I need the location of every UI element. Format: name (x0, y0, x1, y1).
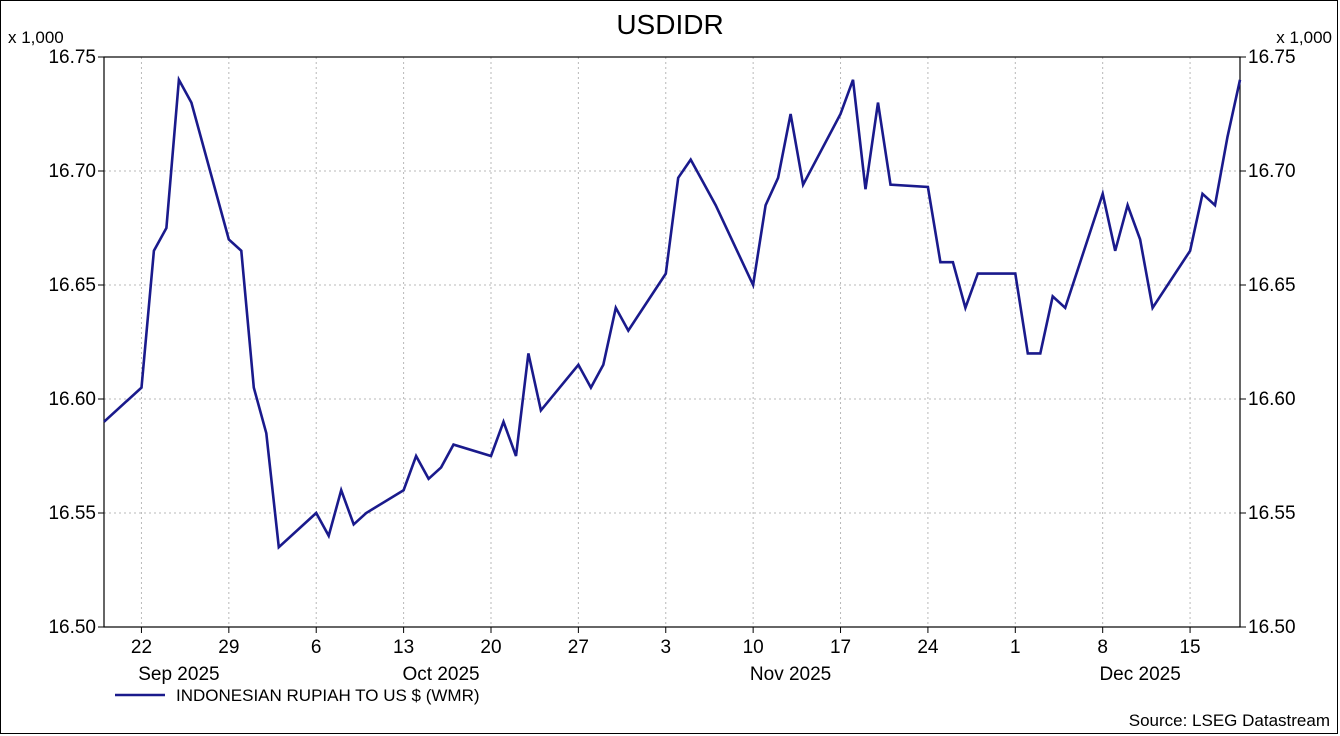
x-tick-label: 13 (393, 637, 414, 658)
plot-area-border (103, 56, 1241, 628)
y-tick-label-left: 16.75 (48, 47, 96, 68)
x-tick-labels: 22 29 6 13 20 27 3 10 17 24 1 8 15 (131, 637, 1201, 658)
x-tick-label: 20 (480, 637, 501, 658)
chart-title: USDIDR (616, 9, 723, 40)
x-tick-label: 17 (830, 637, 851, 658)
axes (98, 56, 1246, 633)
x-tick-label: 1 (1010, 637, 1021, 658)
y-tick-label-right: 16.75 (1248, 47, 1296, 68)
series-line-usdidr (103, 75, 1242, 550)
legend: INDONESIAN RUPIAH TO US $ (WMR) (115, 686, 480, 705)
y-tick-label-left: 16.60 (48, 389, 96, 410)
x-tick-label: 6 (311, 637, 322, 658)
month-label: Dec 2025 (1099, 664, 1180, 685)
x-tick-label: 27 (568, 637, 589, 658)
x-tick-label: 24 (917, 637, 939, 658)
y-tick-label-left: 16.55 (48, 503, 96, 524)
y-tick-label-right: 16.70 (1248, 161, 1296, 182)
y-tick-label-left: 16.65 (48, 275, 96, 296)
y-tick-label-right: 16.55 (1248, 503, 1296, 524)
series-lines (103, 75, 1242, 550)
x-tick-label: 8 (1097, 637, 1108, 658)
month-label: Sep 2025 (138, 664, 219, 685)
y-multiplier-right: x 1,000 (1276, 28, 1332, 47)
y-tick-label-right: 16.50 (1248, 617, 1296, 638)
month-label: Oct 2025 (403, 664, 480, 685)
y-tick-label-left: 16.70 (48, 161, 96, 182)
y-tick-labels: 16.50 16.50 16.55 16.55 16.60 16.60 16.65 16.65… (48, 47, 1295, 638)
y-tick-label-left: 16.50 (48, 617, 96, 638)
x-tick-label: 3 (660, 637, 671, 658)
grid-lines (104, 57, 1240, 627)
month-label: Nov 2025 (750, 664, 831, 685)
x-tick-label: 10 (743, 637, 764, 658)
y-multiplier-left: x 1,000 (8, 28, 64, 47)
y-tick-label-right: 16.65 (1248, 275, 1296, 296)
y-tick-label-right: 16.60 (1248, 389, 1296, 410)
x-tick-label: 22 (131, 637, 152, 658)
x-tick-label: 29 (218, 637, 239, 658)
month-labels: Sep 2025 Oct 2025 Nov 2025 Dec 2025 (138, 664, 1181, 685)
source-note: Source: LSEG Datastream (1129, 711, 1330, 730)
x-tick-label: 15 (1179, 637, 1200, 658)
legend-label: INDONESIAN RUPIAH TO US $ (WMR) (176, 686, 480, 705)
